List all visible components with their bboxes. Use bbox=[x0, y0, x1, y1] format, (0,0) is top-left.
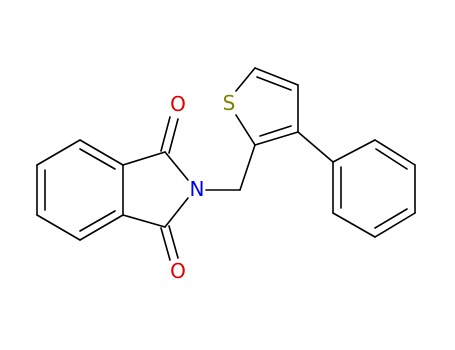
bond-inner bbox=[79, 148, 116, 170]
bond-inner bbox=[256, 76, 292, 91]
bond bbox=[164, 197, 189, 228]
bond bbox=[36, 139, 81, 166]
bond-inner bbox=[79, 210, 116, 232]
bond bbox=[297, 131, 334, 163]
bond-inner bbox=[374, 208, 408, 229]
bond bbox=[235, 114, 256, 146]
atom-label: O bbox=[170, 92, 186, 116]
atom-label: S bbox=[223, 91, 236, 115]
bond-inner bbox=[259, 125, 292, 137]
bond bbox=[160, 227, 171, 261]
bond bbox=[332, 139, 376, 163]
bond bbox=[79, 214, 124, 241]
bond bbox=[374, 212, 416, 238]
bond-inner bbox=[375, 148, 408, 170]
bond bbox=[79, 139, 124, 166]
bond bbox=[332, 212, 376, 238]
bond bbox=[254, 131, 299, 146]
bond bbox=[374, 139, 416, 166]
bond bbox=[164, 151, 189, 181]
atom-label: N bbox=[190, 177, 205, 201]
atom-label: O bbox=[170, 259, 186, 283]
bonds bbox=[36, 67, 416, 261]
bond bbox=[239, 144, 256, 191]
bond bbox=[235, 67, 256, 92]
bond bbox=[168, 118, 179, 154]
bond bbox=[160, 116, 171, 152]
bond bbox=[168, 225, 179, 259]
bond bbox=[122, 151, 166, 166]
bond bbox=[122, 214, 166, 228]
bond bbox=[36, 214, 81, 241]
bond bbox=[254, 67, 299, 86]
